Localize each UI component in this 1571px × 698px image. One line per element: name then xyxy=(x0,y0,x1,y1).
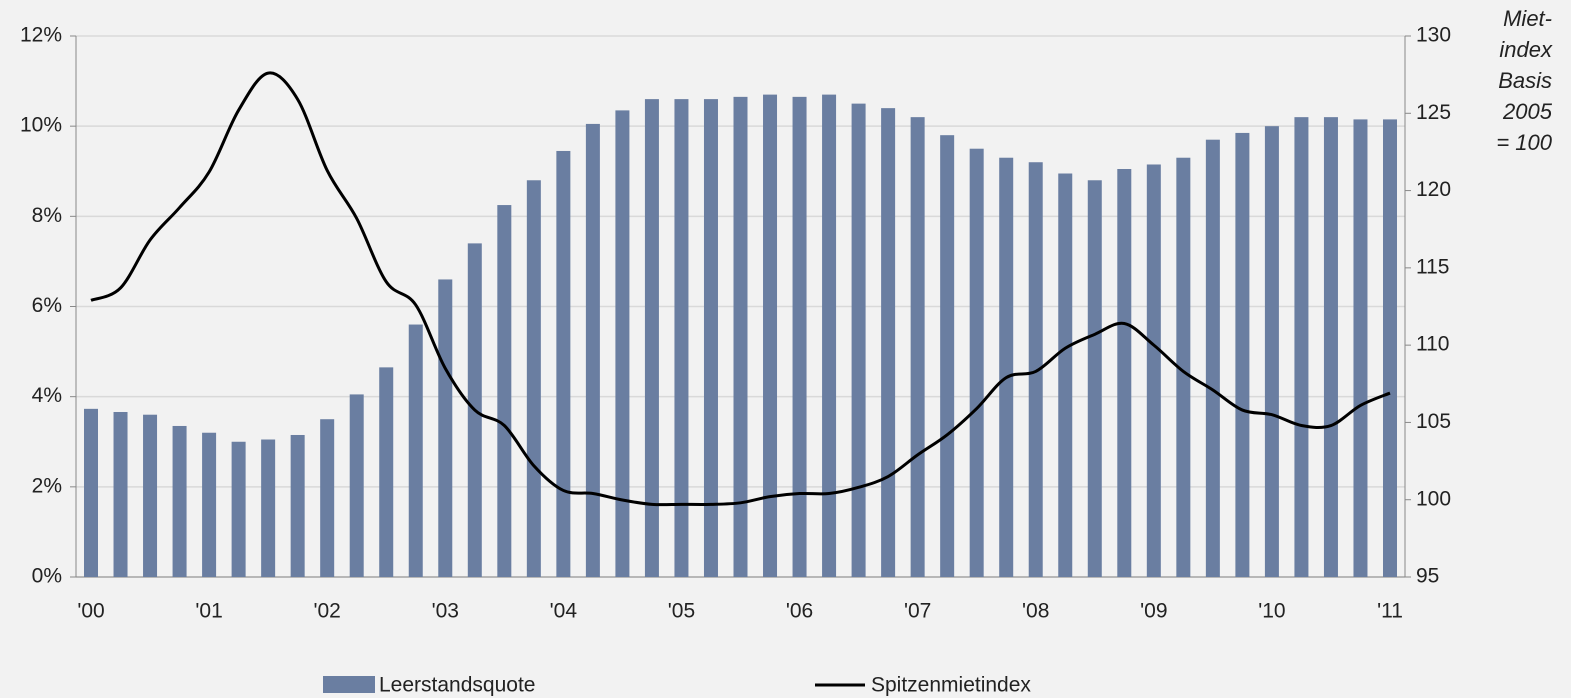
bar xyxy=(379,367,394,577)
legend-swatch xyxy=(323,676,375,693)
y2-tick-label: 95 xyxy=(1416,565,1439,588)
y2-tick-label: 100 xyxy=(1416,487,1451,510)
x-tick-label: '10 xyxy=(1258,600,1285,623)
bar xyxy=(733,96,748,578)
line xyxy=(90,71,1391,507)
bar xyxy=(1205,139,1220,578)
bar xyxy=(526,180,541,577)
bar xyxy=(674,99,689,577)
x-tick-label: '03 xyxy=(432,600,459,623)
bar xyxy=(1146,164,1161,578)
bar xyxy=(1235,132,1250,577)
y2-tick-label: 105 xyxy=(1416,410,1451,433)
y2-axis-label: = 100 xyxy=(1496,130,1552,155)
bar xyxy=(1087,180,1102,577)
y-tick-label: 0% xyxy=(32,565,62,588)
bar xyxy=(851,103,866,577)
bar xyxy=(1264,126,1279,578)
y2-axis-label: index xyxy=(1499,37,1553,62)
bar xyxy=(408,324,423,577)
bar xyxy=(910,117,925,578)
bar xyxy=(1028,162,1043,577)
bar xyxy=(438,279,453,577)
y-tick-label: 10% xyxy=(20,114,62,137)
bar xyxy=(1058,173,1073,578)
y2-tick-label: 120 xyxy=(1416,178,1451,201)
y2-tick-label: 110 xyxy=(1416,333,1449,356)
bar xyxy=(1176,157,1191,577)
bar xyxy=(497,205,512,577)
y-tick-label: 6% xyxy=(32,294,62,317)
x-tick-label: '09 xyxy=(1140,600,1167,623)
x-tick-label: '08 xyxy=(1022,600,1049,623)
bar xyxy=(261,439,276,577)
x-tick-label: '02 xyxy=(313,600,340,623)
bar xyxy=(172,425,187,577)
bar xyxy=(556,150,571,577)
y-tick-label: 12% xyxy=(20,24,62,47)
x-tick-label: '00 xyxy=(77,600,104,623)
bar xyxy=(615,110,630,577)
bar xyxy=(999,157,1014,577)
bar xyxy=(881,108,896,577)
y2-axis-label: 2005 xyxy=(1502,99,1553,124)
bar xyxy=(1323,117,1338,578)
bar xyxy=(585,123,600,577)
legend-label: Leerstandsquote xyxy=(379,674,535,697)
y2-tick-label: 115 xyxy=(1416,255,1449,278)
bar xyxy=(792,96,807,578)
bar xyxy=(1353,119,1368,577)
y-tick-label: 2% xyxy=(32,474,62,497)
x-tick-label: '01 xyxy=(195,600,222,623)
bar xyxy=(940,135,955,577)
x-tick-label: '04 xyxy=(550,600,578,623)
x-tick-label: '05 xyxy=(668,600,695,623)
x-tick-label: '07 xyxy=(904,600,931,623)
bar xyxy=(969,148,984,578)
bar xyxy=(1294,117,1309,578)
bar xyxy=(763,94,778,577)
x-tick-label: '11 xyxy=(1377,600,1403,623)
legend-label: Spitzenmietindex xyxy=(871,674,1031,697)
y2-tick-label: 130 xyxy=(1416,24,1451,47)
bar xyxy=(349,394,364,577)
bar xyxy=(1383,119,1397,577)
bar xyxy=(231,441,246,577)
y2-tick-label: 125 xyxy=(1416,101,1451,124)
bar xyxy=(644,99,659,577)
bar xyxy=(290,434,305,577)
y-tick-label: 8% xyxy=(32,204,62,227)
bar xyxy=(1117,168,1132,577)
bar xyxy=(84,408,98,577)
bar xyxy=(320,419,335,577)
x-tick-label: '06 xyxy=(786,600,813,623)
y2-axis-label: Basis xyxy=(1498,68,1552,93)
bar xyxy=(143,414,158,577)
bar xyxy=(202,432,217,577)
y-tick-label: 4% xyxy=(32,384,62,407)
bar xyxy=(113,411,128,577)
y2-axis-label: Miet- xyxy=(1503,6,1552,31)
bar xyxy=(703,99,718,577)
bar xyxy=(822,94,837,577)
